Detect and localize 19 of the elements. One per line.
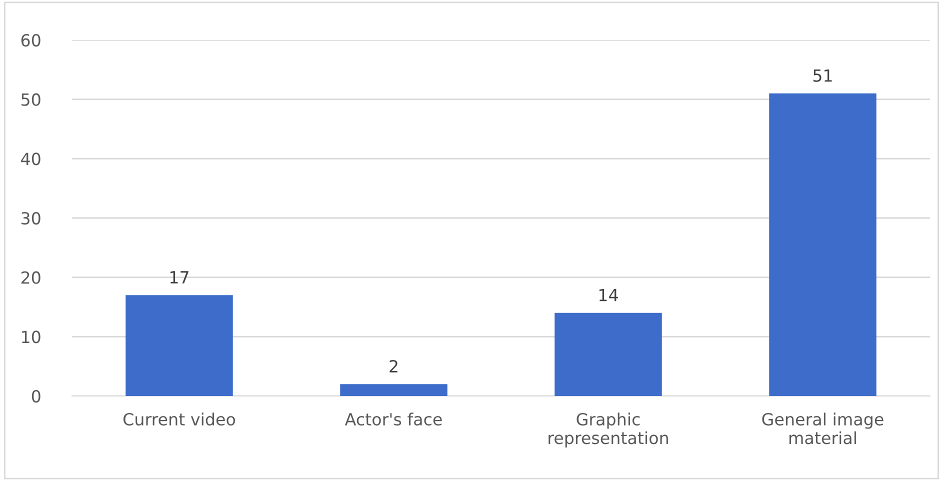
x-tick-label: Actor's face bbox=[344, 412, 442, 426]
data-label: 17 bbox=[170, 271, 188, 284]
bar bbox=[554, 312, 662, 396]
x-tick-label: General image material bbox=[762, 412, 884, 444]
data-label: 14 bbox=[599, 288, 618, 302]
y-tick-label: 40 bbox=[21, 152, 40, 166]
bar bbox=[126, 295, 233, 396]
x-tick-label: Graphic representation bbox=[548, 412, 668, 448]
y-tick-label: 30 bbox=[22, 212, 40, 225]
data-label: 51 bbox=[813, 69, 832, 82]
data-label: 2 bbox=[390, 360, 398, 372]
x-tick-label: Current video bbox=[123, 412, 236, 426]
bar bbox=[340, 384, 448, 396]
y-tick-label: 10 bbox=[22, 330, 40, 344]
y-tick-label: 20 bbox=[21, 271, 40, 284]
y-tick-label: 0 bbox=[32, 390, 40, 403]
y-tick-label: 60 bbox=[21, 34, 40, 47]
bar bbox=[769, 93, 876, 396]
y-tick-label: 50 bbox=[22, 93, 40, 106]
